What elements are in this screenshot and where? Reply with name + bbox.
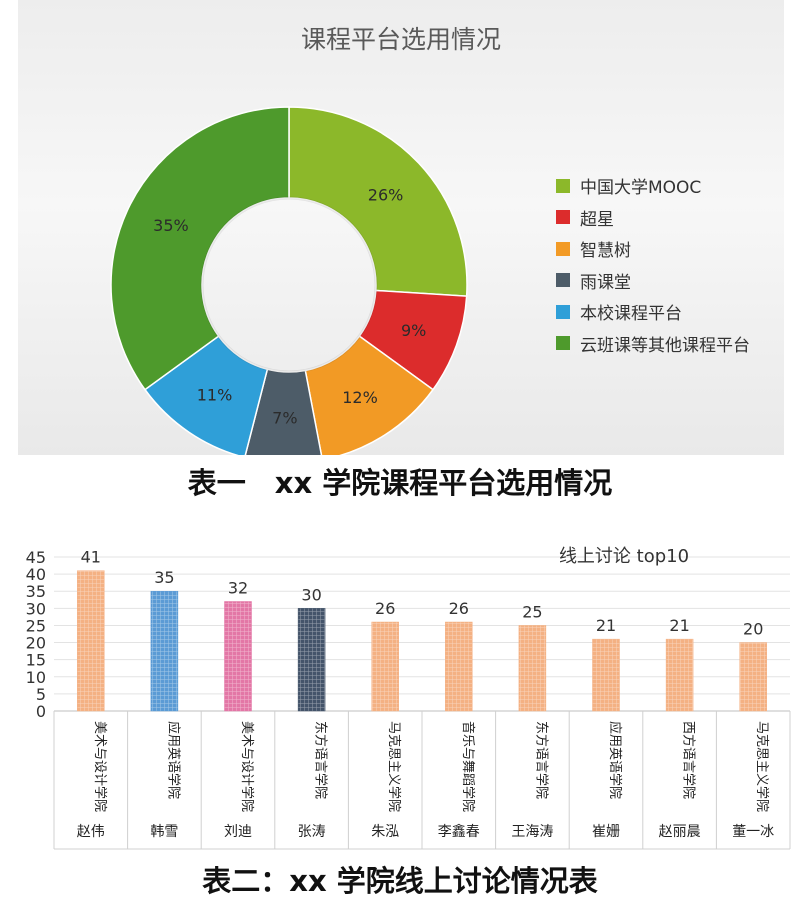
legend-item: 超星 [556, 202, 750, 234]
x-tick-label: 赵丽晨 [659, 824, 701, 840]
y-tick-label: 25 [26, 616, 46, 635]
bar-value-label: 35 [154, 568, 174, 587]
y-tick-label: 20 [26, 634, 46, 653]
legend-swatch [556, 178, 570, 193]
donut-chart-panel: 课程平台选用情况 26% 9% 12% 7% 11% 35% 中国大学MOOC 超星智慧树雨… [18, 0, 784, 455]
legend-label: 本校课程平台 [580, 304, 682, 325]
bar [739, 642, 767, 712]
legend-swatch [556, 273, 570, 288]
legend-item: 雨课堂 [556, 265, 750, 297]
y-tick-label: 15 [26, 651, 46, 670]
donut-slice-label: 7% [272, 408, 297, 427]
bar-value-label: 32 [228, 578, 248, 597]
bar [592, 638, 620, 712]
bar-value-label: 21 [669, 616, 689, 635]
bar-chart-title: 线上讨论 top10 [559, 546, 689, 567]
bar-chart-panel: 0 5 10 15 20 25 30 35 40 45 线上讨论 top10 41 美术与设计学院 赵伟 3… [4, 527, 794, 853]
bar [297, 608, 326, 712]
caption-table-1: 表一 xx 学院课程平台选用情况 [187, 466, 613, 500]
department-label: 东方语言学院 [533, 721, 549, 799]
department-label: 东方语言学院 [313, 721, 329, 799]
department-label: 西方语言学院 [681, 721, 697, 799]
donut-slice-label: 35% [153, 216, 189, 235]
y-tick-label: 40 [26, 565, 46, 584]
legend-item: 云班课等其他课程平台 [556, 328, 750, 360]
bar [371, 621, 399, 712]
y-tick-label: 5 [36, 685, 46, 704]
department-label: 马克思主义学院 [754, 721, 770, 812]
donut-slice-label: 11% [197, 386, 233, 405]
bar [665, 638, 694, 712]
x-tick-label: 朱泓 [371, 824, 399, 840]
bar-value-label: 20 [743, 620, 763, 639]
department-label: 美术与设计学院 [239, 721, 255, 812]
x-tick-label: 张涛 [298, 824, 326, 840]
legend-swatch [556, 336, 570, 351]
donut-legend: 中国大学MOOC 超星智慧树雨课堂本校课程平台云班课等其他课程平台 [556, 170, 750, 359]
y-tick-label: 45 [26, 548, 46, 567]
department-label: 马克思主义学院 [386, 721, 402, 812]
legend-label: 雨课堂 [580, 272, 631, 293]
y-tick-label: 10 [26, 668, 46, 687]
donut-chart-title: 课程平台选用情况 [300, 25, 501, 54]
x-tick-label: 赵伟 [77, 824, 105, 840]
x-tick-label: 李鑫春 [438, 823, 480, 840]
donut-chart: 26% 9% 12% 7% 11% 35% [110, 106, 468, 455]
legend-swatch [556, 210, 570, 225]
department-label: 应用英语学院 [165, 721, 181, 799]
x-tick-label: 刘迪 [224, 824, 252, 840]
donut-slice-1 [288, 106, 468, 297]
legend-item: 本校课程平台 [556, 296, 750, 328]
bar [224, 601, 252, 712]
department-label: 应用英语学院 [607, 721, 623, 799]
bar-value-label: 25 [522, 602, 542, 621]
y-tick-label: 35 [26, 582, 46, 601]
x-tick-label: 崔姗 [592, 824, 620, 840]
donut-slice-label: 9% [401, 321, 426, 340]
bar [150, 590, 179, 712]
legend-label: 云班课等其他课程平台 [580, 335, 750, 356]
bar [445, 621, 473, 712]
donut-slice-3 [304, 335, 435, 455]
donut-slice-6 [110, 106, 290, 391]
caption-table-2: 表二：xx 学院线上讨论情况表 [202, 864, 598, 898]
bar-value-label: 21 [596, 616, 616, 635]
legend-label: 智慧树 [580, 241, 631, 262]
bar-value-label: 26 [375, 599, 395, 618]
y-tick-label: 30 [26, 599, 46, 618]
donut-slice-label: 12% [342, 388, 378, 407]
department-label: 音乐与舞蹈学院 [460, 721, 476, 812]
donut-slice-4 [244, 368, 323, 455]
legend-item: 智慧树 [556, 233, 750, 265]
legend-item: 中国大学MOOC [556, 170, 750, 202]
bar [77, 570, 105, 712]
department-label: 美术与设计学院 [92, 721, 108, 812]
legend-label: 超星 [580, 209, 614, 230]
x-tick-label: 王海涛 [511, 824, 553, 840]
legend-swatch [556, 304, 570, 319]
bar [518, 625, 547, 712]
legend-label: 中国大学MOOC [580, 178, 702, 199]
bar-value-label: 30 [301, 585, 321, 604]
bar-value-label: 41 [81, 548, 101, 567]
x-tick-label: 韩雪 [150, 824, 178, 840]
donut-slice-label: 26% [368, 185, 404, 204]
bar-value-label: 26 [449, 599, 469, 618]
legend-swatch [556, 241, 570, 256]
y-tick-label: 0 [36, 702, 46, 721]
x-tick-label: 董一冰 [732, 824, 774, 840]
